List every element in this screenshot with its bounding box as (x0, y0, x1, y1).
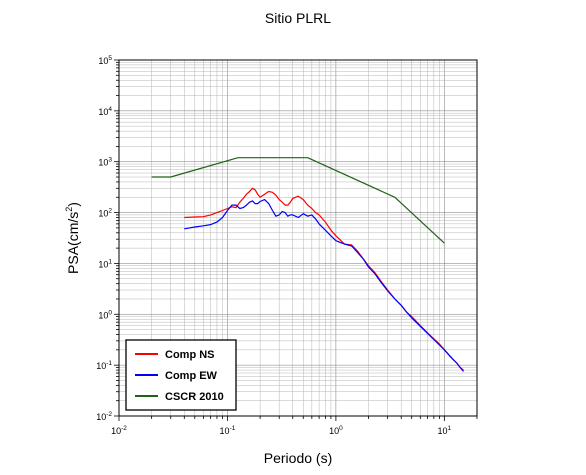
y-tick-label-base: 10 (98, 56, 108, 66)
y-tick-label-exp: 0 (108, 309, 112, 316)
x-tick-label-base: 10 (220, 426, 230, 436)
y-tick-label-exp: 3 (108, 157, 112, 164)
y-tick-label-base: 10 (96, 361, 106, 371)
x-tick-label: 10-1 (220, 425, 236, 436)
x-tick-label: 101 (438, 425, 452, 436)
x-tick-label-exp: 1 (448, 425, 452, 432)
y-tick-label: 10-2 (96, 411, 112, 422)
y-axis-label: PSA(cm/s2) (64, 202, 81, 274)
x-axis-label: Periodo (s) (264, 450, 332, 466)
y-tick-label: 105 (98, 55, 112, 66)
legend: Comp NS Comp EW CSCR 2010 (125, 339, 237, 411)
legend-label: Comp EW (165, 370, 218, 382)
x-tick-label-base: 10 (438, 426, 448, 436)
legend-label: CSCR 2010 (165, 391, 224, 403)
legend-label: Comp NS (165, 349, 215, 361)
series-line (184, 199, 464, 372)
y-tick-label-exp: -2 (106, 411, 112, 418)
y-tick-label: 103 (98, 157, 112, 168)
y-axis-label-close: ) (65, 202, 81, 207)
x-tick-label-exp: 0 (339, 425, 343, 432)
x-tick-label-exp: -2 (121, 425, 127, 432)
series-line (184, 187, 464, 371)
y-tick-label-exp: 1 (108, 258, 112, 265)
y-tick-label: 101 (98, 258, 112, 269)
y-tick-label-base: 10 (98, 158, 108, 168)
x-tick-label-base: 10 (329, 426, 339, 436)
y-tick-label-exp: -1 (106, 360, 112, 367)
y-tick-label: 10-1 (96, 360, 112, 371)
series-layer (151, 157, 464, 372)
x-tick-label-exp: -1 (230, 425, 236, 432)
y-tick-label: 100 (98, 309, 112, 320)
x-tick-label-base: 10 (111, 426, 121, 436)
series-line (151, 157, 445, 244)
y-tick-label-base: 10 (98, 259, 108, 269)
y-tick-label-base: 10 (98, 107, 108, 117)
y-tick-label-exp: 4 (108, 106, 112, 113)
x-tick-labels: 10-2 10-1 100 101 (111, 425, 451, 436)
y-axis-label-base: PSA(cm/s (65, 212, 81, 274)
y-tick-label-exp: 5 (108, 55, 112, 62)
legend-entries: Comp NS Comp EW CSCR 2010 (135, 349, 224, 403)
axis-ticks (114, 59, 478, 421)
y-tick-label: 104 (98, 106, 112, 117)
y-tick-label-exp: 2 (108, 208, 112, 215)
y-tick-label: 102 (98, 208, 112, 219)
y-tick-label-base: 10 (98, 209, 108, 219)
y-tick-label-base: 10 (98, 310, 108, 320)
legend-box (125, 339, 237, 411)
y-tick-label-base: 10 (96, 412, 106, 422)
y-axis-label-exp: 2 (64, 207, 74, 212)
chart-title: Sitio PLRL (265, 10, 331, 26)
plot-frame (118, 59, 478, 417)
x-tick-label: 10-2 (111, 425, 127, 436)
x-tick-label: 100 (329, 425, 343, 436)
grid (119, 60, 477, 416)
